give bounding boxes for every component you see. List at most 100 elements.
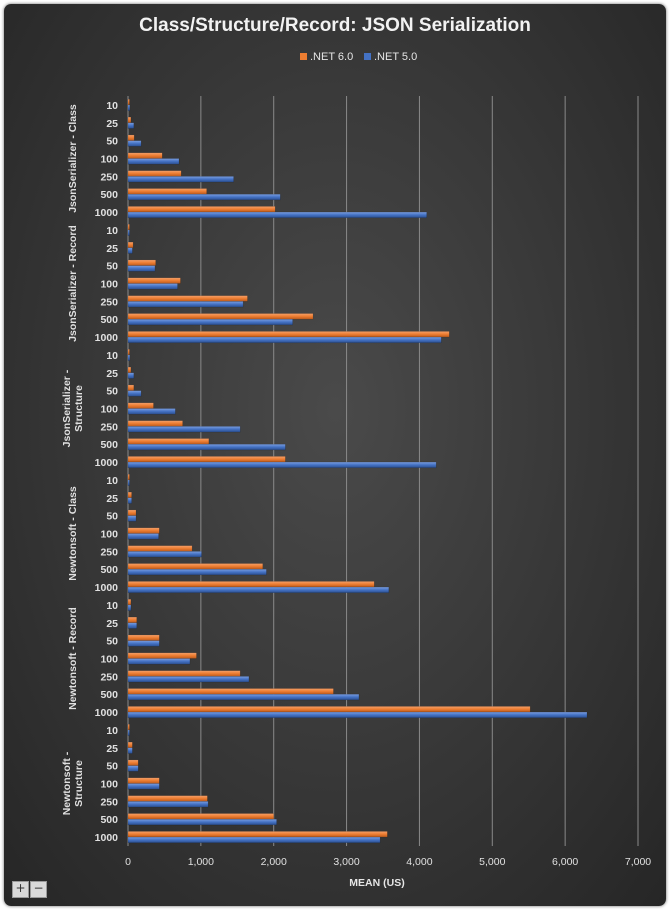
y-tick-jsonserializer-record-10: 10 [106, 225, 118, 237]
x-axis-labels: 0 1,000 2,000 3,000 4,000 5,000 6,000 7,000 [125, 856, 651, 868]
gridlines [127, 96, 639, 846]
group-label-newtonsoft-class: Newtonsoft - Class [67, 486, 79, 581]
bar-jsonserializer-class-250-net-6-0 [127, 170, 182, 177]
y-tick-newtonsoft-record-250: 250 [100, 671, 118, 683]
y-tick-newtonsoft-class-1000: 1000 [95, 582, 119, 594]
bar-jsonserializer-record-500-net-6-0 [127, 313, 314, 320]
y-tick-jsonserializer-record-1000: 1000 [95, 332, 119, 344]
legend-label-net-5-0: .NET 5.0 [374, 51, 417, 63]
bar-jsonserializer-structure-25-net-5-0 [127, 372, 135, 379]
bar-jsonserializer-structure-10-net-5-0 [127, 354, 131, 361]
y-tick-jsonserializer-structure-25: 25 [106, 368, 118, 380]
bar-newtonsoft-structure-100-net-6-0 [127, 777, 160, 784]
bar-jsonserializer-structure-250-net-5-0 [127, 426, 241, 433]
bar-jsonserializer-class-50-net-5-0 [127, 140, 142, 147]
bar-jsonserializer-structure-25-net-6-0 [127, 366, 132, 374]
y-tick-newtonsoft-structure-50: 50 [106, 761, 118, 773]
bar-jsonserializer-class-10-net-6-0 [127, 98, 130, 106]
x-tick-3-000: 3,000 [333, 856, 359, 868]
bar-jsonserializer-record-100-net-5-0 [127, 283, 178, 290]
y-tick-jsonserializer-class-500: 500 [100, 189, 118, 201]
bar-newtonsoft-class-25-net-6-0 [127, 491, 132, 499]
bar-jsonserializer-class-100-net-5-0 [127, 158, 180, 165]
bar-newtonsoft-class-10-net-5-0 [127, 479, 130, 486]
bars [127, 98, 588, 844]
bar-newtonsoft-class-250-net-5-0 [127, 551, 202, 558]
bar-jsonserializer-record-1000-net-6-0 [127, 331, 450, 338]
bar-newtonsoft-structure-250-net-5-0 [127, 801, 209, 808]
bar-newtonsoft-structure-250-net-6-0 [127, 795, 208, 802]
bar-newtonsoft-record-25-net-6-0 [127, 616, 137, 624]
y-tick-jsonserializer-structure-1000: 1000 [95, 457, 119, 469]
y-tick-newtonsoft-structure-1000: 1000 [95, 832, 119, 844]
y-tick-newtonsoft-record-50: 50 [106, 636, 118, 648]
bar-newtonsoft-structure-25-net-5-0 [127, 747, 133, 754]
bar-newtonsoft-class-500-net-5-0 [127, 568, 267, 576]
bar-jsonserializer-class-100-net-6-0 [127, 152, 163, 159]
bar-jsonserializer-record-50-net-5-0 [127, 265, 156, 272]
bar-jsonserializer-record-250-net-6-0 [127, 295, 248, 302]
zoom-in-button[interactable]: + [12, 881, 29, 898]
bar-jsonserializer-class-500-net-6-0 [127, 188, 207, 195]
bar-jsonserializer-class-1000-net-6-0 [127, 206, 276, 213]
y-tick-jsonserializer-structure-500: 500 [100, 439, 118, 451]
zoom-out-button[interactable]: − [30, 881, 47, 898]
bar-newtonsoft-record-500-net-5-0 [127, 693, 360, 701]
bar-jsonserializer-class-250-net-5-0 [127, 176, 234, 183]
bar-jsonserializer-structure-500-net-6-0 [127, 438, 210, 445]
x-tick-7-000: 7,000 [625, 856, 651, 868]
y-tick-newtonsoft-structure-10: 10 [106, 725, 118, 737]
bar-jsonserializer-record-10-net-5-0 [127, 229, 130, 236]
legend-swatch-net-6-0 [300, 53, 307, 60]
bar-newtonsoft-record-100-net-5-0 [127, 658, 191, 665]
bar-newtonsoft-record-50-net-6-0 [127, 634, 160, 641]
y-tick-newtonsoft-record-100: 100 [100, 654, 118, 666]
bar-newtonsoft-class-10-net-6-0 [127, 473, 130, 481]
y-tick-newtonsoft-record-25: 25 [106, 618, 118, 630]
y-tick-jsonserializer-class-50: 50 [106, 136, 118, 148]
bar-newtonsoft-record-25-net-5-0 [127, 622, 137, 629]
bar-jsonserializer-class-50-net-6-0 [127, 134, 135, 141]
group-label-jsonserializer-class: JsonSerializer - Class [67, 104, 79, 213]
bar-jsonserializer-structure-100-net-5-0 [127, 408, 176, 415]
y-tick-jsonserializer-class-250: 250 [100, 171, 118, 183]
x-tick-2-000: 2,000 [261, 856, 287, 868]
bar-newtonsoft-record-10-net-5-0 [127, 604, 132, 611]
bar-jsonserializer-record-500-net-5-0 [127, 318, 293, 326]
bar-jsonserializer-structure-50-net-5-0 [127, 390, 142, 397]
bar-newtonsoft-record-1000-net-6-0 [127, 706, 531, 713]
y-tick-newtonsoft-structure-100: 100 [100, 779, 118, 791]
bar-newtonsoft-class-100-net-5-0 [127, 533, 159, 540]
y-tick-newtonsoft-class-50: 50 [106, 511, 118, 523]
bar-newtonsoft-record-250-net-6-0 [127, 670, 241, 677]
y-tick-jsonserializer-class-10: 10 [106, 100, 118, 112]
group-labels: JsonSerializer - Class JsonSerializer - R… [61, 104, 85, 815]
zoom-controls: + − [12, 881, 47, 898]
chart-title: Class/Structure/Record: JSON Serializati… [139, 15, 531, 36]
legend: .NET 6.0 .NET 5.0 [300, 51, 417, 63]
bar-newtonsoft-structure-10-net-5-0 [127, 729, 130, 736]
bar-newtonsoft-class-1000-net-6-0 [127, 581, 375, 588]
bar-newtonsoft-structure-500-net-5-0 [127, 818, 277, 826]
y-tick-jsonserializer-structure-50: 50 [106, 386, 118, 398]
bar-newtonsoft-class-25-net-5-0 [127, 497, 132, 504]
y-tick-jsonserializer-class-1000: 1000 [95, 207, 119, 219]
bar-jsonserializer-record-250-net-5-0 [127, 301, 244, 308]
y-tick-newtonsoft-structure-250: 250 [100, 796, 118, 808]
y-tick-jsonserializer-record-500: 500 [100, 314, 118, 326]
y-tick-newtonsoft-class-25: 25 [106, 493, 118, 505]
bar-newtonsoft-record-100-net-6-0 [127, 652, 197, 659]
bar-newtonsoft-class-100-net-6-0 [127, 527, 160, 534]
bar-jsonserializer-record-25-net-5-0 [127, 247, 133, 254]
bar-jsonserializer-structure-1000-net-5-0 [127, 461, 437, 469]
bar-newtonsoft-structure-10-net-6-0 [127, 723, 130, 731]
bar-newtonsoft-structure-25-net-6-0 [127, 741, 133, 749]
y-tick-jsonserializer-structure-250: 250 [100, 421, 118, 433]
bar-jsonserializer-record-50-net-6-0 [127, 259, 156, 266]
bar-jsonserializer-structure-10-net-6-0 [127, 348, 130, 356]
bar-newtonsoft-class-500-net-6-0 [127, 563, 264, 570]
x-tick-1-000: 1,000 [188, 856, 214, 868]
bar-newtonsoft-record-250-net-5-0 [127, 676, 250, 683]
y-tick-newtonsoft-structure-500: 500 [100, 814, 118, 826]
group-label-jsonserializer-record: JsonSerializer - Record [67, 225, 79, 342]
